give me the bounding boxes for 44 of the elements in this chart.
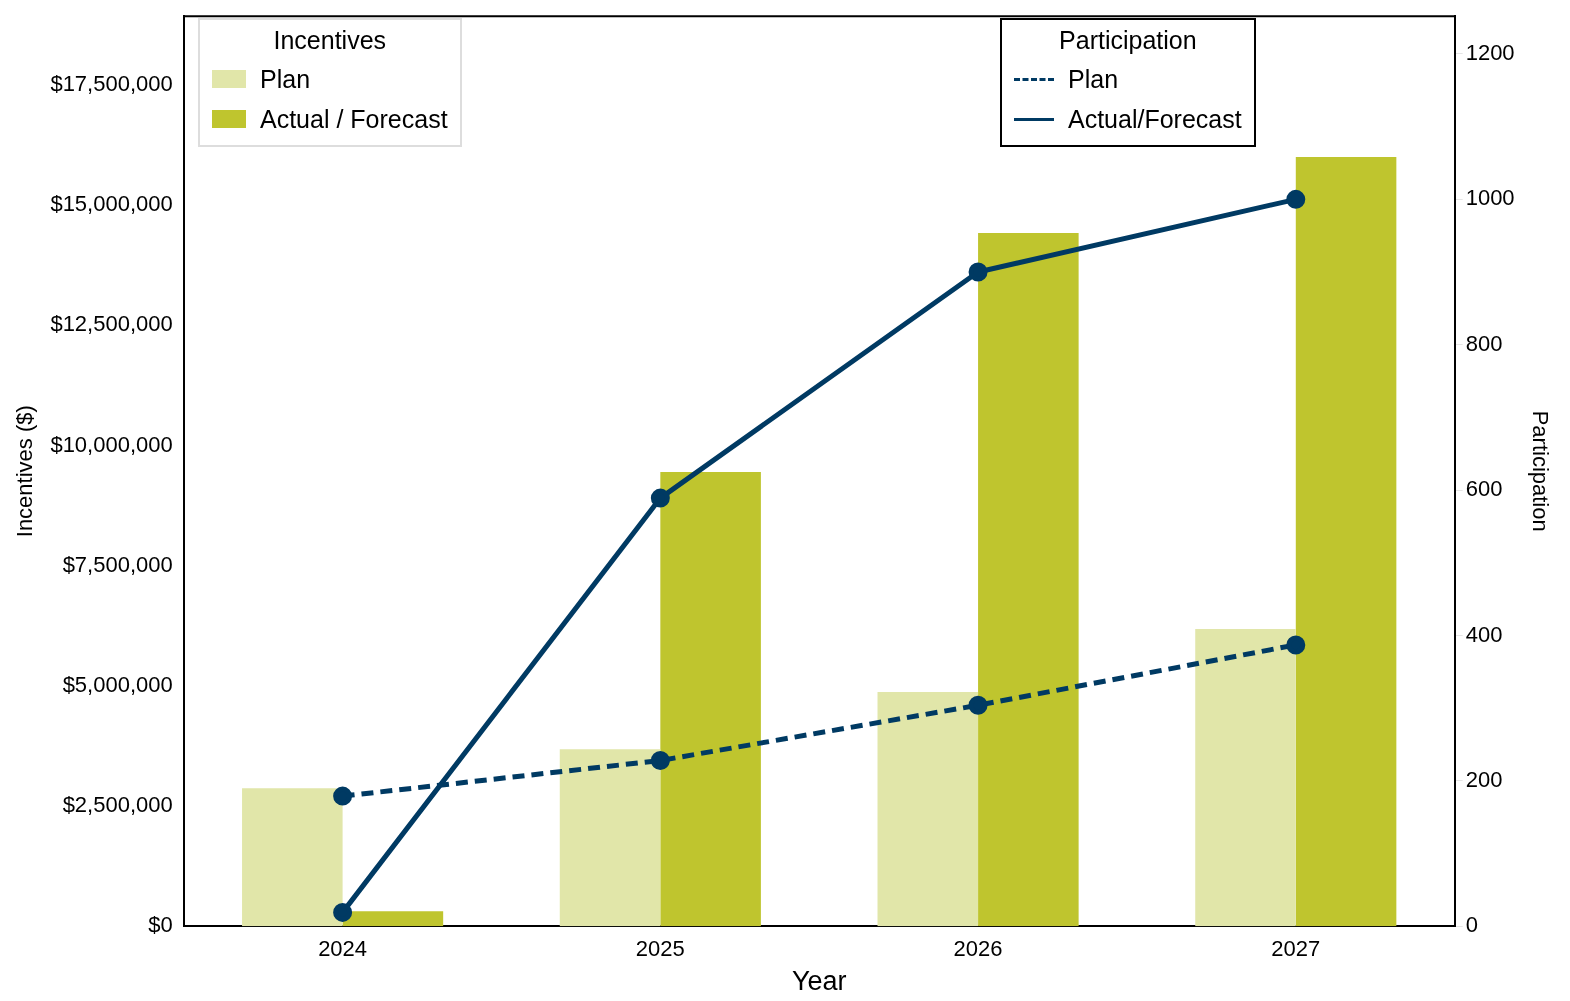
y-axis-title: Incentives ($) xyxy=(12,405,38,538)
point xyxy=(968,695,988,715)
bar xyxy=(1195,629,1296,927)
bar xyxy=(877,692,979,927)
y-tick-label: $5,000,000 xyxy=(62,671,173,697)
y-tick-label: $12,500,000 xyxy=(50,311,173,337)
y-tick-label: $17,500,000 xyxy=(50,71,173,97)
y-tick-label: $0 xyxy=(148,912,173,938)
x-axis-title: Year xyxy=(791,966,847,997)
bar xyxy=(978,233,1079,927)
point xyxy=(650,750,670,770)
x-tick-label: 2024 xyxy=(318,936,368,962)
y-tick-label: $10,000,000 xyxy=(50,431,173,457)
y2-tick-label: 400 xyxy=(1465,621,1503,647)
y2-tick-label: 800 xyxy=(1465,330,1503,356)
point xyxy=(650,488,670,508)
point xyxy=(333,786,353,806)
y-tick-label: $2,500,000 xyxy=(62,792,173,818)
bar xyxy=(242,788,343,927)
legend-title: Incentives xyxy=(272,26,388,55)
y2-axis-title: Participation xyxy=(1527,410,1553,532)
x-tick-label: 2026 xyxy=(953,936,1003,962)
y-tick-label: $7,500,000 xyxy=(62,551,173,577)
bar xyxy=(660,471,761,927)
y2-tick-label: 600 xyxy=(1465,476,1503,502)
x-tick-label: 2027 xyxy=(1271,936,1321,962)
legend-label: Actual/Forecast xyxy=(1068,104,1242,134)
bar xyxy=(1295,157,1397,927)
legend-label: Actual / Forecast xyxy=(260,104,448,134)
point xyxy=(1286,189,1306,209)
bar xyxy=(559,749,661,927)
y-tick-label: $15,000,000 xyxy=(50,191,173,217)
point xyxy=(968,262,988,282)
legend-label: Plan xyxy=(260,64,311,94)
legend-label: Plan xyxy=(1068,64,1119,94)
point xyxy=(1286,635,1306,655)
point xyxy=(333,902,353,922)
y2-tick-label: 1000 xyxy=(1465,185,1515,211)
x-tick-label: 2025 xyxy=(635,936,685,962)
y2-tick-label: 1200 xyxy=(1465,40,1515,66)
y2-tick-label: 0 xyxy=(1465,912,1478,938)
bar xyxy=(342,911,444,927)
y2-tick-label: 200 xyxy=(1465,766,1503,792)
annotation: Participation xyxy=(1058,26,1198,55)
